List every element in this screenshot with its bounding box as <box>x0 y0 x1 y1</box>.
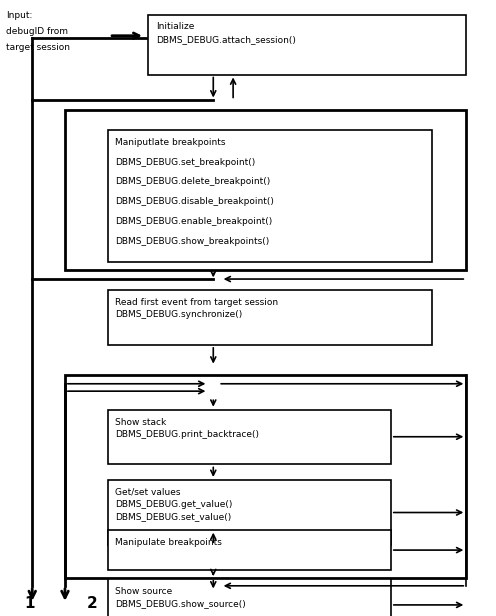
Text: Show stack: Show stack <box>115 418 166 427</box>
Text: 2: 2 <box>86 596 97 610</box>
Bar <box>108 130 432 262</box>
Text: Manipulate breakpoints: Manipulate breakpoints <box>115 538 222 547</box>
Text: Input:: Input: <box>6 11 32 20</box>
Text: Maniputlate breakpoints: Maniputlate breakpoints <box>115 138 226 147</box>
Text: debugID from: debugID from <box>6 27 68 36</box>
Text: DBMS_DEBUG.set_value(): DBMS_DEBUG.set_value() <box>115 513 231 522</box>
Text: Get/set values: Get/set values <box>115 488 181 497</box>
Text: DBMS_DEBUG.set_breakpoint(): DBMS_DEBUG.set_breakpoint() <box>115 158 255 167</box>
Text: DBMS_DEBUG.show_source(): DBMS_DEBUG.show_source() <box>115 599 246 609</box>
Bar <box>108 530 391 570</box>
Text: Show source: Show source <box>115 587 172 596</box>
Bar <box>108 290 432 345</box>
Text: DBMS_DEBUG.print_backtrace(): DBMS_DEBUG.print_backtrace() <box>115 430 259 439</box>
Bar <box>65 110 466 270</box>
Text: DBMS_DEBUG.delete_breakpoint(): DBMS_DEBUG.delete_breakpoint() <box>115 177 270 187</box>
Bar <box>148 15 466 75</box>
Bar <box>108 480 391 545</box>
Bar <box>108 579 391 616</box>
Text: 1: 1 <box>24 596 35 610</box>
Bar <box>65 375 466 578</box>
Text: DBMS_DEBUG.synchronize(): DBMS_DEBUG.synchronize() <box>115 310 243 320</box>
Text: DBMS_DEBUG.show_breakpoints(): DBMS_DEBUG.show_breakpoints() <box>115 237 269 246</box>
Bar <box>108 410 391 464</box>
Text: DBMS_DEBUG.enable_breakpoint(): DBMS_DEBUG.enable_breakpoint() <box>115 217 272 226</box>
Text: Read first event from target session: Read first event from target session <box>115 298 278 307</box>
Text: DBMS_DEBUG.disable_breakpoint(): DBMS_DEBUG.disable_breakpoint() <box>115 197 274 206</box>
Text: DBMS_DEBUG.get_value(): DBMS_DEBUG.get_value() <box>115 500 233 509</box>
Text: target session: target session <box>6 43 70 52</box>
Text: Initialize: Initialize <box>156 22 194 31</box>
Text: DBMS_DEBUG.attach_session(): DBMS_DEBUG.attach_session() <box>156 35 296 44</box>
